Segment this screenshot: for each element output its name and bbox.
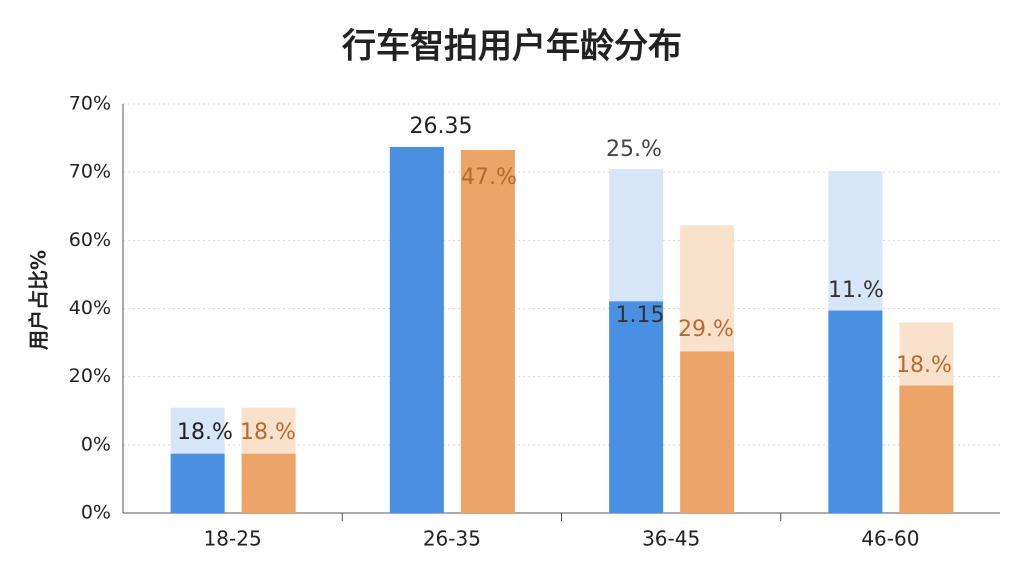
bar — [460, 150, 515, 513]
bar — [389, 146, 444, 513]
x-tick-label: 36-45 — [642, 527, 700, 551]
y-tick-label: 0% — [81, 433, 111, 455]
data-label: 1.15 — [616, 303, 665, 328]
data-label: 18.% — [896, 353, 952, 378]
y-tick-label: 70% — [69, 161, 111, 183]
bar — [828, 310, 883, 513]
data-label: 18.% — [177, 420, 233, 445]
x-tick-label: 26-35 — [423, 527, 481, 551]
x-tick-label: 18-25 — [204, 527, 262, 551]
data-label: 26.35 — [410, 114, 473, 139]
bar — [899, 385, 954, 513]
data-label: 18.% — [240, 420, 296, 445]
bar — [170, 453, 225, 513]
x-tick-label: 46-60 — [861, 527, 919, 551]
data-label: 29.% — [678, 317, 734, 342]
y-tick-label: 40% — [69, 297, 111, 319]
y-tick-label: 70% — [69, 93, 111, 115]
data-label: 25.% — [606, 137, 662, 162]
data-label: 11.% — [828, 278, 884, 303]
y-tick-label: 0% — [81, 502, 111, 524]
y-axis-label: 用户占比% — [27, 250, 51, 350]
bar — [680, 351, 735, 513]
y-tick-label: 20% — [69, 365, 111, 387]
data-label: 47.% — [461, 165, 517, 190]
chart-title: 行车智拍用户年龄分布 — [342, 27, 682, 67]
y-tick-label: 60% — [69, 229, 111, 251]
bar — [241, 453, 296, 513]
bar — [609, 301, 664, 513]
